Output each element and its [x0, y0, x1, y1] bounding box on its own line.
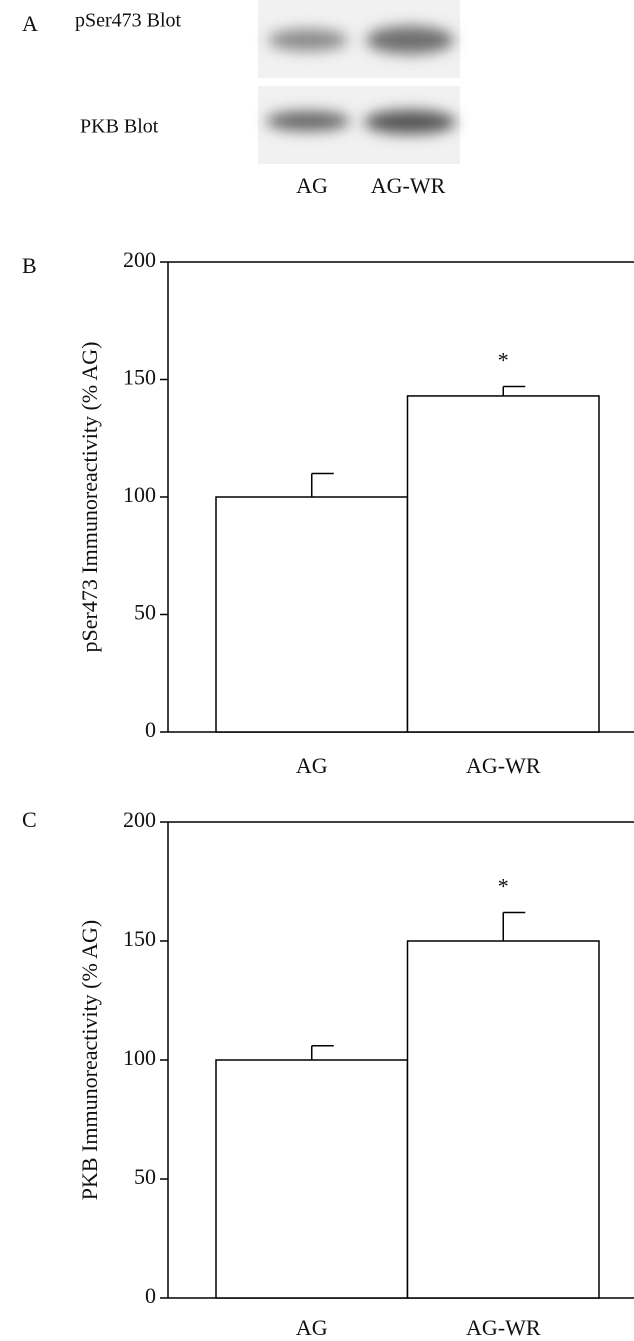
y-tick-label: 50	[134, 1164, 156, 1189]
bar	[408, 396, 600, 732]
bar	[216, 497, 408, 732]
blot-band	[366, 26, 454, 54]
y-tick-label: 150	[123, 926, 156, 951]
blot-label: PKB Blot	[80, 116, 159, 138]
significance-mark: *	[498, 873, 509, 898]
panel-label: B	[22, 253, 37, 278]
y-tick-label: 200	[123, 807, 156, 832]
significance-mark: *	[498, 348, 509, 373]
x-tick-label: AG	[296, 1315, 328, 1340]
blot-band	[266, 111, 350, 131]
x-tick-label: AG	[296, 753, 328, 778]
panel-label: C	[22, 807, 37, 832]
y-tick-label: 0	[145, 717, 156, 742]
y-tick-label: 150	[123, 365, 156, 390]
y-tick-label: 100	[123, 482, 156, 507]
bar	[408, 941, 600, 1298]
lane-label: AG	[296, 173, 328, 198]
bar	[216, 1060, 408, 1298]
x-tick-label: AG-WR	[466, 753, 541, 778]
page: A pSer473 Blot PKB Blot AG AG-WR B 0 50 100…	[0, 0, 634, 1341]
x-tick-label: AG-WR	[466, 1315, 541, 1340]
y-tick-label: 100	[123, 1045, 156, 1070]
blot-label: pSer473 Blot	[75, 10, 182, 32]
panel-label: A	[22, 11, 38, 36]
y-axis-label: PKB Immunoreactivity (% AG)	[77, 920, 102, 1200]
figure: A pSer473 Blot PKB Blot AG AG-WR B 0 50 100…	[0, 0, 634, 1341]
chart: B 0 50 100 150 200 pSer473 Immunoreactivity (%…	[22, 247, 634, 778]
panel-a: A pSer473 Blot PKB Blot AG AG-WR	[22, 0, 460, 198]
y-tick-label: 0	[145, 1283, 156, 1308]
lane-label: AG-WR	[371, 173, 446, 198]
y-tick-label: 200	[123, 247, 156, 272]
blot-band	[364, 110, 456, 134]
y-axis-label: pSer473 Immunoreactivity (% AG)	[77, 342, 102, 653]
chart: C 0 50 100 150 200 PKB Immunoreactivity (% AG)…	[22, 807, 634, 1340]
y-tick-label: 50	[134, 600, 156, 625]
blot-band	[268, 29, 348, 51]
